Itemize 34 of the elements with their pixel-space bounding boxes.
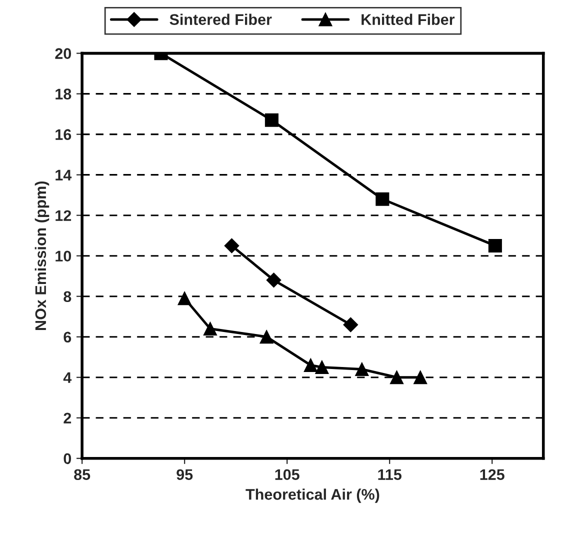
point — [203, 322, 217, 336]
y-tick-label: 8 — [64, 291, 72, 302]
point — [224, 238, 240, 254]
x-tick-label: 115 — [378, 469, 402, 480]
point — [264, 113, 278, 127]
x-tick-label: 105 — [275, 469, 300, 480]
y-tick-label: 12 — [56, 210, 72, 221]
point — [390, 370, 404, 384]
point — [178, 292, 192, 306]
point — [315, 360, 329, 374]
x-axis-title: Theoretical Air (%) — [246, 488, 380, 503]
x-tick-label: 95 — [176, 469, 193, 480]
point — [488, 238, 502, 252]
y-tick-label: 14 — [56, 170, 72, 180]
point — [376, 192, 390, 206]
x-tick-label: 125 — [480, 469, 504, 480]
y-tick-label: 4 — [63, 372, 72, 383]
legend-label: Knitted Fiber — [362, 14, 455, 25]
y-tick-label: 18 — [56, 88, 72, 100]
point — [260, 330, 274, 344]
y-tick-label: 16 — [56, 129, 72, 140]
point — [355, 362, 369, 376]
point — [304, 358, 318, 372]
y-axis-title: NOx Emission (ppm) — [34, 181, 50, 330]
y-tick-label: 20 — [55, 48, 72, 59]
x-tick-label: 85 — [74, 469, 90, 480]
y-tick-label: 6 — [64, 332, 72, 343]
y-tick-label: 2 — [64, 412, 72, 424]
legend-label: Sintered Fiber — [170, 14, 272, 25]
y-tick-label: 0 — [64, 453, 72, 464]
point — [343, 317, 358, 332]
point — [266, 272, 282, 288]
point — [414, 370, 428, 384]
y-tick-label: 10 — [56, 250, 72, 262]
